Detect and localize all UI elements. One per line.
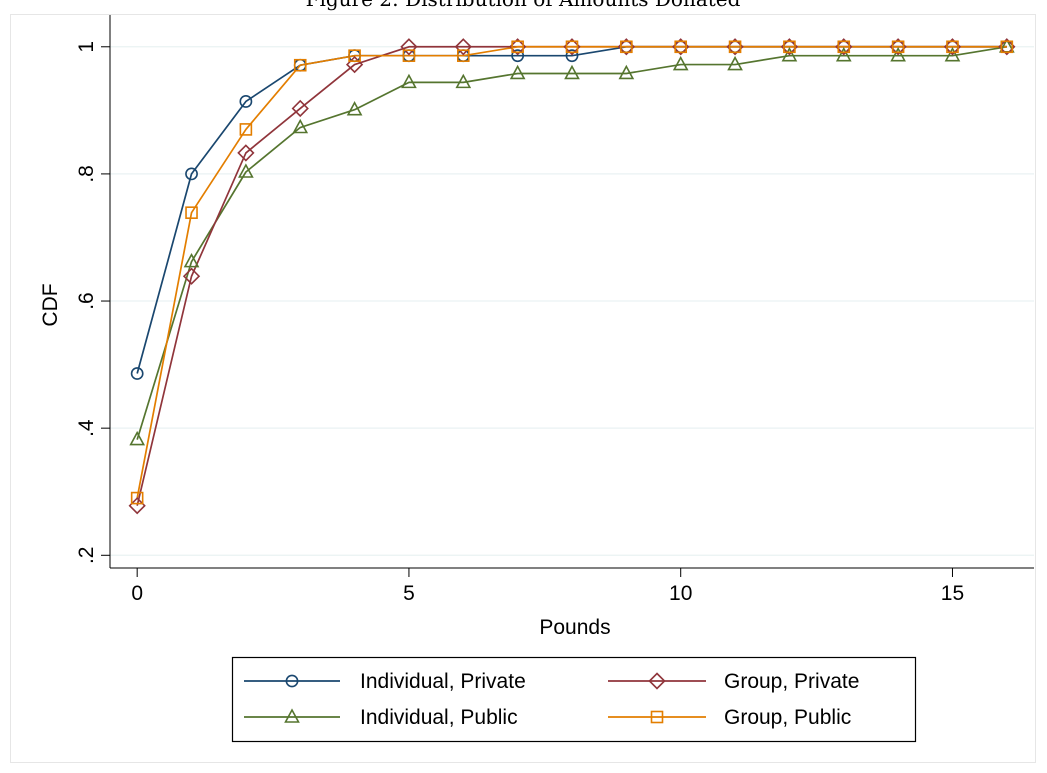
legend-label: Individual, Private [360,670,526,693]
x-tick-label: 0 [131,582,143,605]
square-marker [650,710,664,724]
legend-label: Group, Private [724,670,859,693]
triangle-marker [781,47,798,62]
chart-title: Figure 2: Distribution of Amounts Donate… [306,0,741,11]
triangle-marker [183,252,200,268]
y-tick-label: 1 [75,41,98,53]
x-tick-label: 15 [941,582,964,605]
axes: .2.4.6.810 5 10 15 [75,15,1034,605]
y-tick-label: .2 [75,547,98,565]
square-marker [674,40,688,54]
square-marker [565,40,579,54]
legend-box [231,656,917,743]
series-line [136,45,1007,440]
x-axis-label: Pounds [539,616,610,639]
triangle-marker [944,47,961,62]
diamond-marker [182,267,201,285]
square-marker [946,40,959,54]
diamond-marker [345,55,364,74]
triangle-marker [890,47,906,62]
diamond-marker [291,99,309,118]
outer-frame [10,14,1036,763]
y-axis-label: CDF [39,283,62,326]
square-marker [402,49,416,62]
y-tick-label: .8 [75,165,98,183]
square-marker [783,40,796,54]
square-marker [511,40,524,54]
square-marker [130,491,144,505]
square-marker [728,40,742,54]
circle-marker [185,167,198,181]
series-line [136,45,1007,499]
square-marker [348,49,361,62]
diamond-marker [454,38,472,56]
triangle-marker [238,163,254,178]
triangle-marker [401,73,417,89]
circle-marker [511,49,525,63]
square-marker [891,40,905,54]
triangle-marker [129,430,146,446]
legend-label: Individual, Public [360,706,518,729]
square-marker [185,206,198,219]
diamond-marker [237,144,255,162]
circle-marker [239,95,253,108]
triangle-marker [292,118,309,134]
diamond-marker [400,38,418,56]
x-tick-label: 10 [669,582,692,605]
legend: Individual, Private Group, Private Individ… [231,656,917,743]
triangle-marker [455,73,472,89]
square-marker [456,49,470,62]
circle-marker [285,674,299,688]
series-markers [128,38,1016,515]
triangle-marker [835,47,852,62]
circle-marker [130,367,144,380]
triangle-marker [564,64,580,80]
triangle-marker [509,64,526,80]
square-marker [837,40,851,54]
diamond-marker [648,672,666,690]
y-tick-label: .6 [75,292,98,310]
square-marker [293,58,307,72]
triangle-marker [618,64,635,80]
x-tick-label: 5 [403,582,415,605]
circle-marker [565,49,579,63]
series-lines [136,45,1007,506]
triangle-marker [727,55,743,71]
legend-label: Group, Public [724,706,851,729]
square-marker [239,123,253,136]
triangle-marker [284,708,300,723]
square-marker [1000,40,1014,54]
triangle-marker [346,101,363,116]
square-marker [620,40,633,54]
triangle-marker [672,55,689,71]
y-tick-label: .4 [75,419,98,437]
